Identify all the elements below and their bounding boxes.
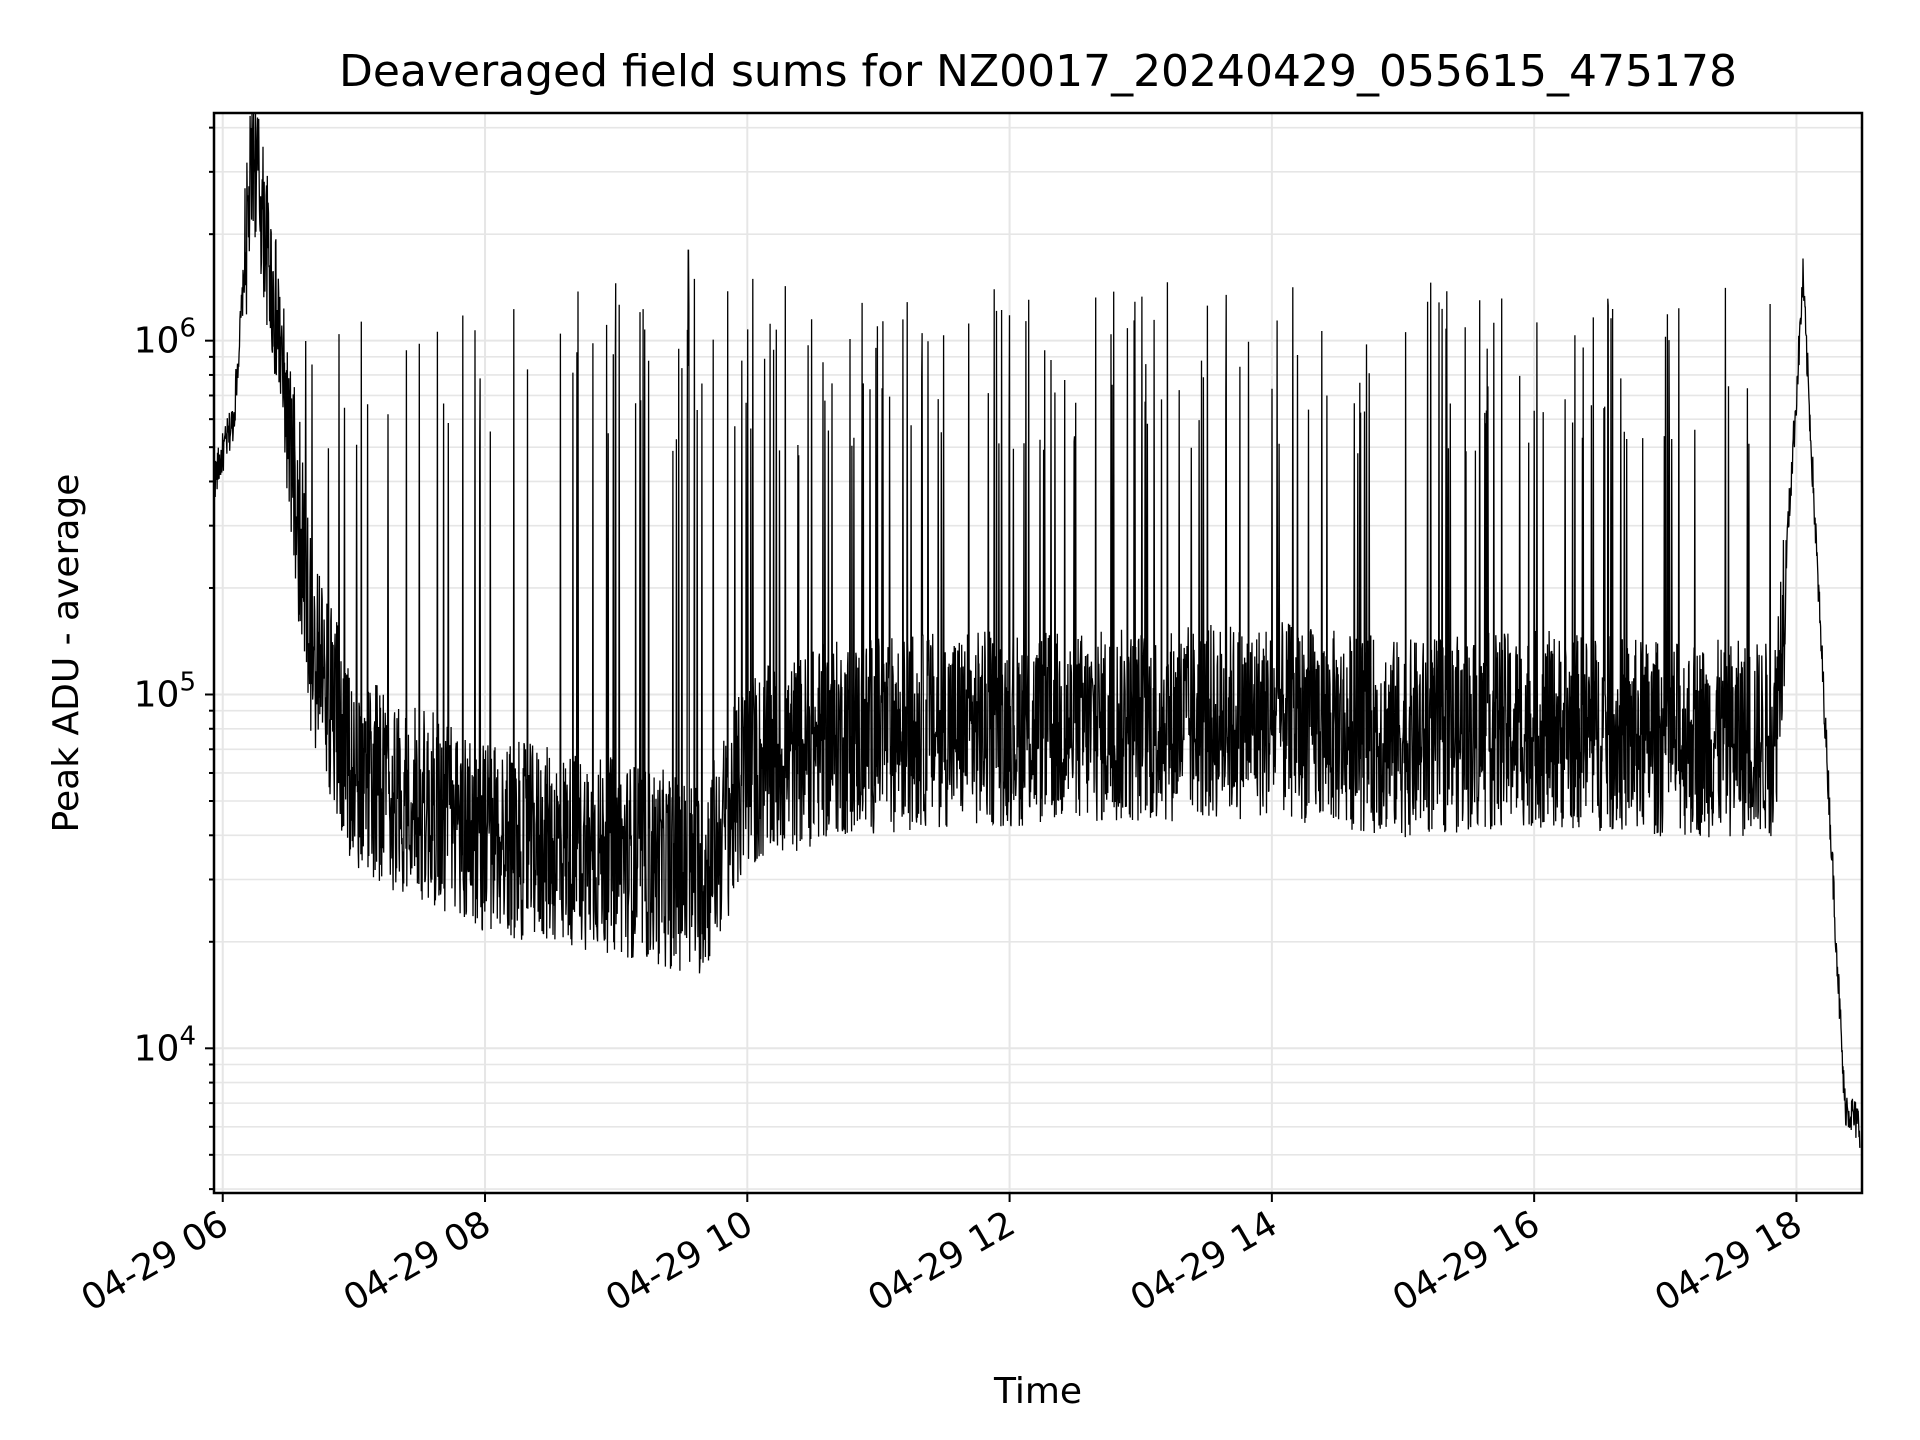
y-tick-label: 105 [134, 667, 196, 715]
y-tick-label: 106 [134, 314, 196, 362]
plot-frame [212, 111, 1864, 1195]
chart-title: Deaveraged field sums for NZ0017_2024042… [339, 46, 1737, 97]
series-line [213, 112, 1861, 1148]
y-axis-label: Peak ADU - average [46, 474, 87, 833]
x-axis-label: Time [993, 1371, 1082, 1412]
y-tick-label: 104 [134, 1021, 196, 1069]
series-layer [213, 112, 1861, 1148]
